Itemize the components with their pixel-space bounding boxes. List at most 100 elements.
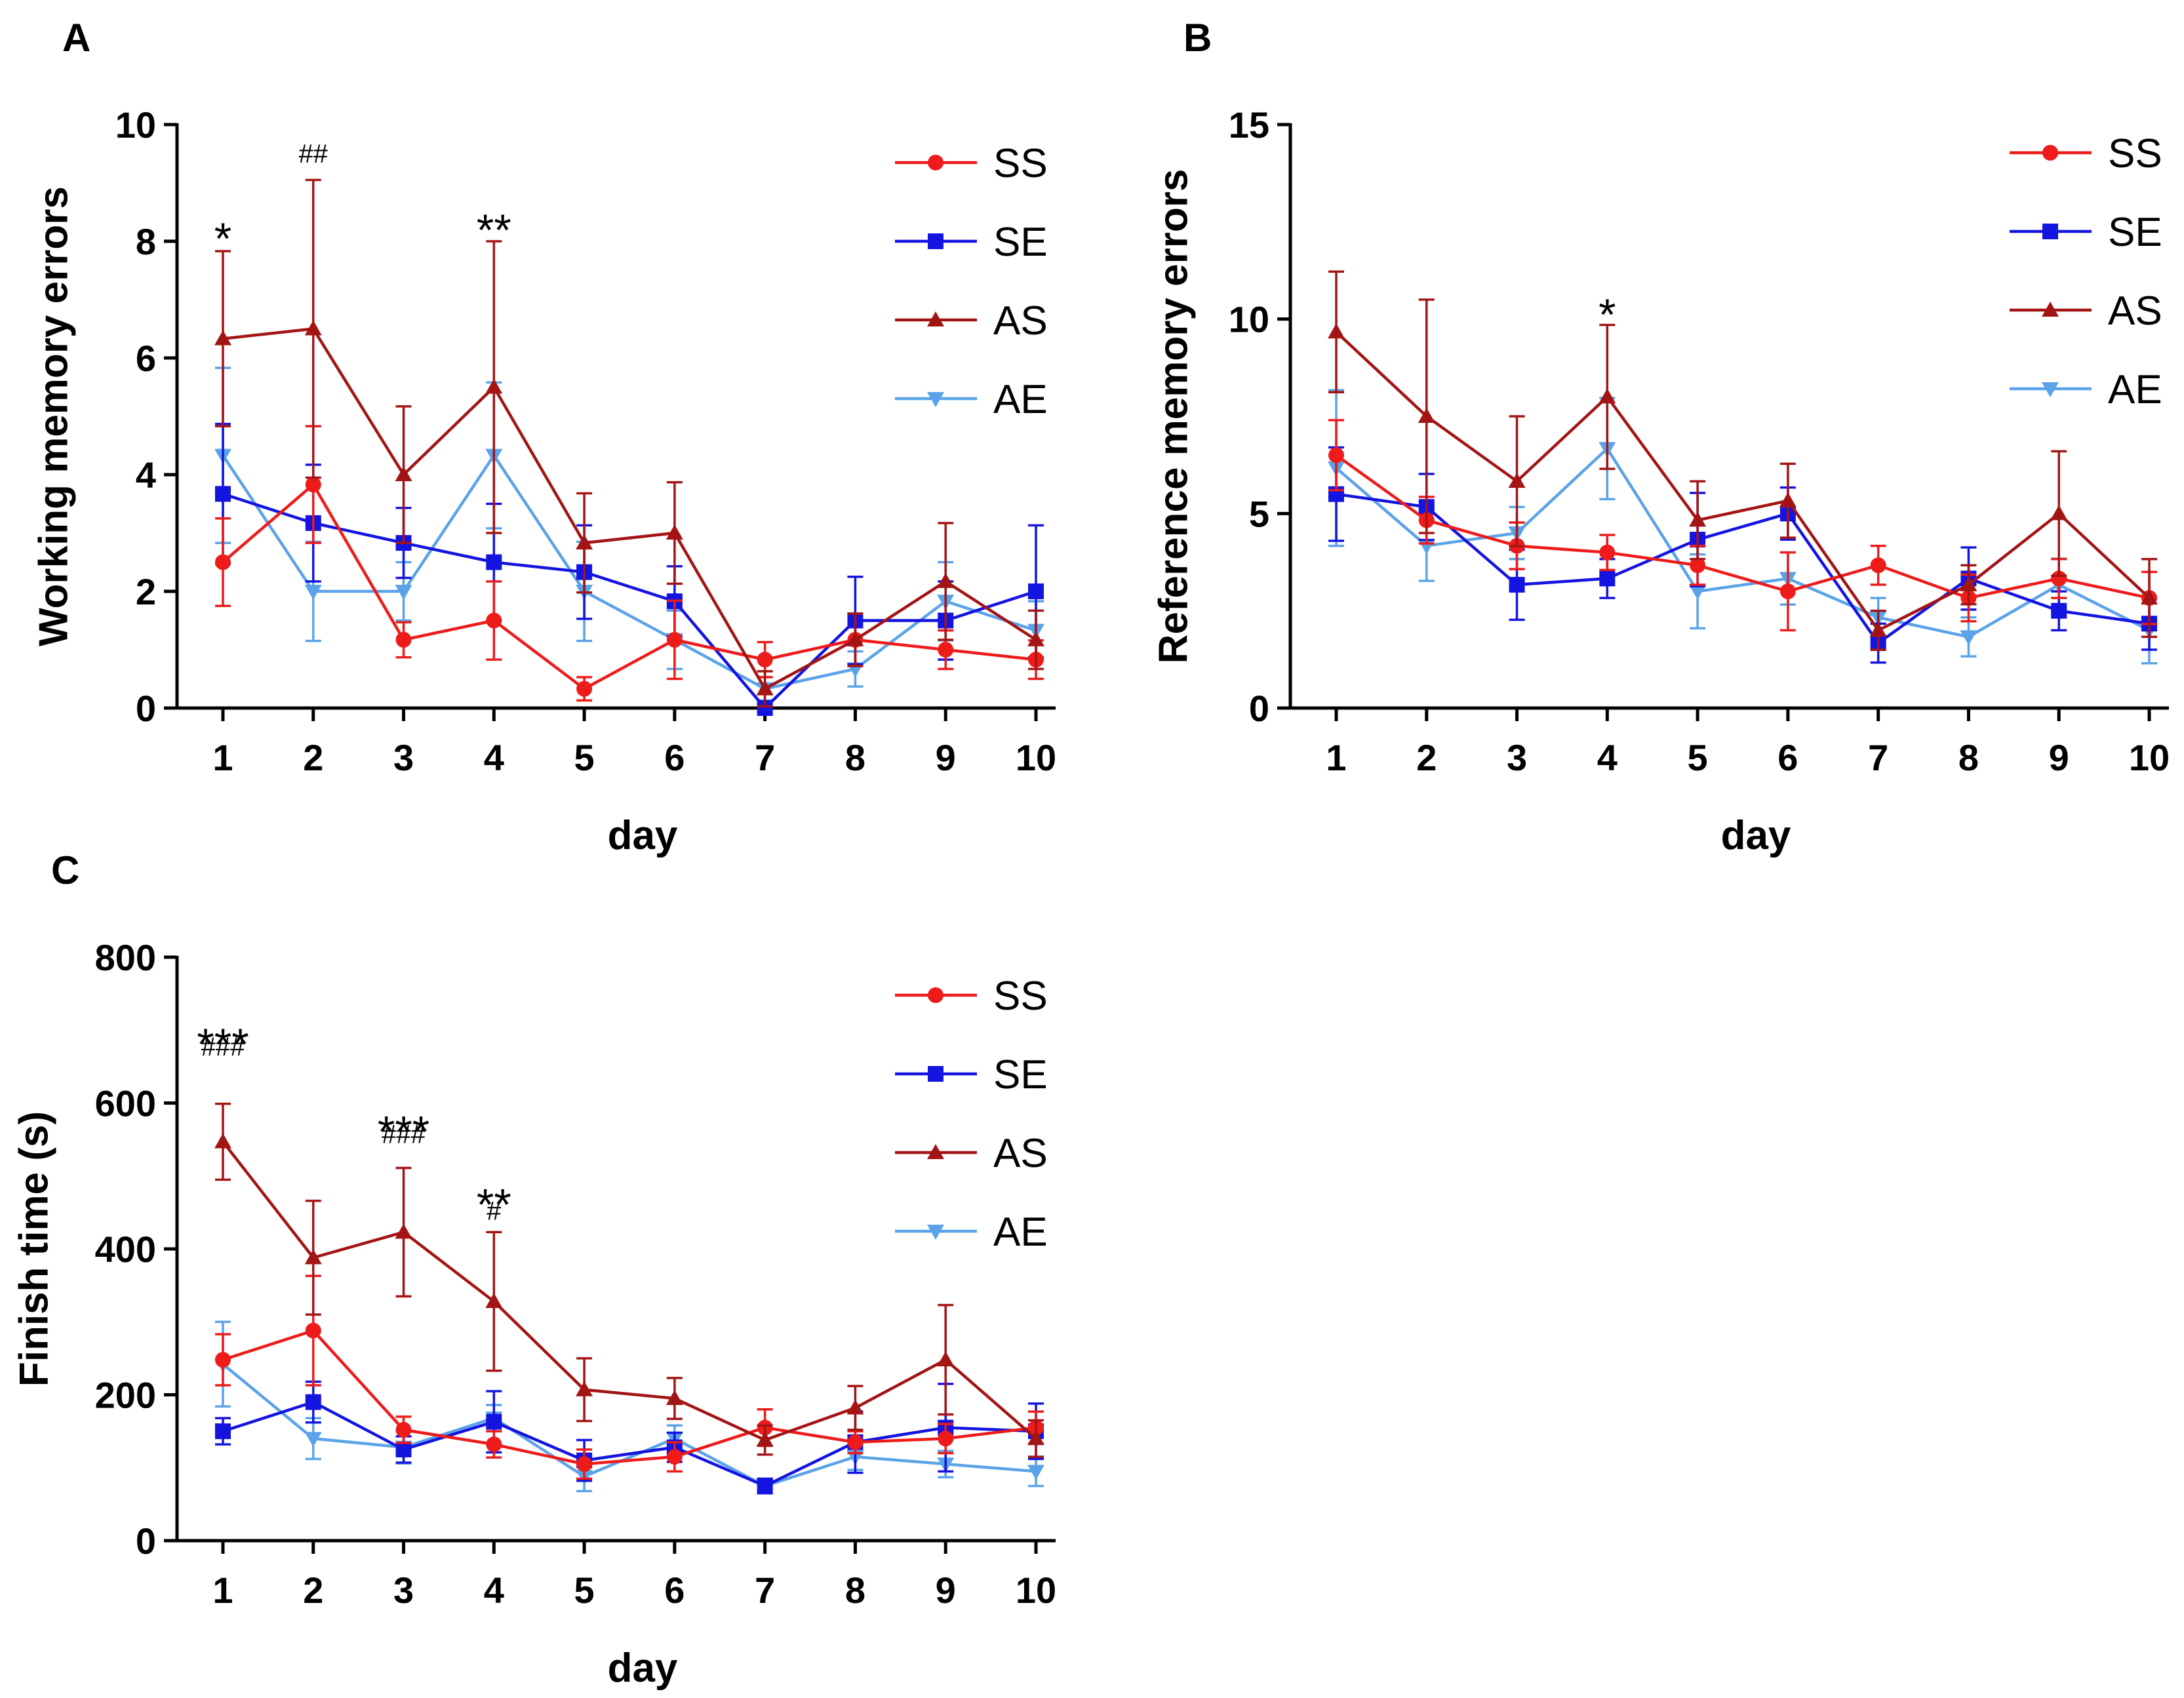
data-point <box>304 1249 322 1265</box>
data-point <box>485 1293 503 1309</box>
data-point <box>665 524 683 540</box>
data-point <box>305 477 321 493</box>
data-point <box>486 1413 502 1430</box>
series-ae <box>214 366 1044 702</box>
significance-stars: * <box>214 214 231 264</box>
series-line <box>222 454 1037 690</box>
data-point <box>486 612 502 629</box>
legend-marker <box>928 987 943 1003</box>
legend-label: AE <box>993 377 1048 422</box>
x-tick-label: 1 <box>1326 737 1346 778</box>
legend: SS SE AS AE <box>895 141 1048 422</box>
data-point <box>1027 631 1044 646</box>
data-point <box>666 1449 683 1465</box>
significance-hashes: ## <box>299 140 328 168</box>
x-tick-label: 4 <box>1597 737 1618 778</box>
x-axis-title: day <box>1721 813 1791 858</box>
data-point <box>395 1441 412 1457</box>
data-point <box>1960 576 1977 591</box>
x-tick-label: 7 <box>755 1570 775 1611</box>
data-point <box>1028 583 1044 599</box>
x-tick-label: 9 <box>2049 737 2069 778</box>
data-point <box>847 1434 864 1450</box>
series-line <box>222 1363 1037 1488</box>
legend-label: AS <box>993 1131 1048 1176</box>
data-point <box>756 1431 774 1447</box>
x-tick-label: 2 <box>303 1570 323 1611</box>
significance-stars: ** <box>477 1180 511 1230</box>
x-tick-label: 3 <box>393 1570 414 1611</box>
data-point <box>938 642 954 658</box>
series-line <box>222 327 1037 690</box>
legend-label: AE <box>2108 367 2162 412</box>
data-point <box>304 320 322 336</box>
x-tick-label: 8 <box>1958 737 1979 778</box>
legend-label: SE <box>993 220 1048 265</box>
data-point <box>1779 583 1796 599</box>
y-tick-label: 10 <box>1229 299 1269 340</box>
y-tick-label: 5 <box>1249 493 1269 534</box>
x-tick-label: 10 <box>1016 1570 1056 1611</box>
data-point <box>2051 570 2067 587</box>
series-ss <box>215 425 1044 702</box>
chart-panel-c: 0 200 400 600 800 1 2 3 4 5 6 7 8 9 10 day Finish time (… <box>12 937 1057 1691</box>
data-point <box>215 1423 231 1440</box>
data-point <box>1960 630 1977 646</box>
x-tick-label: 2 <box>303 737 323 778</box>
series-as <box>214 178 1044 708</box>
data-point <box>214 1133 231 1149</box>
data-point <box>1690 557 1706 574</box>
series-as <box>214 1102 1044 1458</box>
legend-label: SE <box>2108 210 2162 255</box>
data-point <box>215 1352 231 1368</box>
data-point <box>938 1431 954 1447</box>
series-ae <box>214 1320 1044 1495</box>
x-tick-label: 3 <box>393 737 414 778</box>
x-tick-label: 2 <box>1416 737 1437 778</box>
x-tick-label: 7 <box>755 737 775 778</box>
chart-panel-b: 0 5 10 15 1 2 3 4 5 6 7 8 9 10 day Reference memory err… <box>1151 104 2170 858</box>
legend-marker <box>927 1144 944 1159</box>
data-point <box>304 585 322 600</box>
series-se <box>215 1380 1044 1495</box>
legend-label: AE <box>993 1210 1048 1255</box>
data-point <box>1328 323 1345 339</box>
data-point <box>846 1399 864 1415</box>
data-point <box>576 534 593 550</box>
data-point <box>1508 473 1526 488</box>
series-line <box>1335 454 2150 600</box>
data-point <box>1599 544 1616 561</box>
data-point <box>395 1223 412 1239</box>
legend-label: SS <box>2108 131 2162 176</box>
series-ss <box>215 1274 1044 1480</box>
data-point <box>215 486 231 502</box>
y-tick-label: 6 <box>136 338 156 379</box>
series-line <box>1335 330 2151 632</box>
legend-marker <box>2042 145 2058 161</box>
legend-marker <box>927 392 944 407</box>
legend: SS SE AS AE <box>895 974 1048 1255</box>
panel-label-b: B <box>1183 16 1212 60</box>
data-point <box>1599 570 1616 587</box>
data-point <box>937 1351 955 1367</box>
legend-marker <box>927 1225 944 1240</box>
data-point <box>2050 505 2068 521</box>
legend-marker <box>927 311 944 326</box>
x-tick-label: 8 <box>845 1570 865 1611</box>
data-point <box>1027 1465 1044 1480</box>
legend-marker <box>2042 382 2059 397</box>
data-point <box>1598 388 1616 404</box>
series-line <box>222 492 1037 710</box>
legend-marker <box>928 1066 943 1082</box>
significance-hashes: ### <box>201 1033 245 1061</box>
y-tick-label: 0 <box>1249 688 1269 729</box>
data-point <box>1509 576 1525 593</box>
x-tick-label: 9 <box>936 737 956 778</box>
data-point <box>2051 602 2067 619</box>
series-se <box>215 422 1044 716</box>
x-tick-label: 1 <box>212 737 233 778</box>
series-se <box>1328 446 2157 664</box>
data-point <box>395 631 412 648</box>
data-point <box>486 554 502 570</box>
